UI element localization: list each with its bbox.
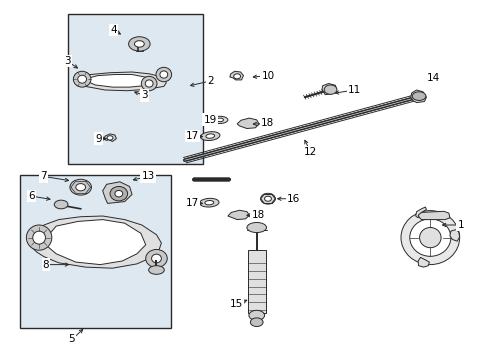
Ellipse shape bbox=[419, 228, 440, 248]
Text: 8: 8 bbox=[42, 260, 49, 270]
Ellipse shape bbox=[324, 85, 336, 94]
Ellipse shape bbox=[409, 219, 450, 256]
Ellipse shape bbox=[128, 37, 150, 51]
Ellipse shape bbox=[110, 186, 127, 201]
Ellipse shape bbox=[411, 92, 425, 100]
Polygon shape bbox=[76, 72, 166, 91]
Polygon shape bbox=[87, 75, 151, 87]
Ellipse shape bbox=[205, 134, 214, 138]
Ellipse shape bbox=[204, 201, 213, 205]
Polygon shape bbox=[321, 84, 336, 95]
Ellipse shape bbox=[115, 190, 122, 197]
Polygon shape bbox=[237, 118, 259, 129]
Text: 19: 19 bbox=[203, 114, 217, 125]
Ellipse shape bbox=[216, 118, 223, 122]
Ellipse shape bbox=[145, 249, 167, 267]
Ellipse shape bbox=[70, 179, 91, 195]
Text: 13: 13 bbox=[141, 171, 155, 181]
Ellipse shape bbox=[246, 222, 266, 233]
Text: 1: 1 bbox=[456, 220, 463, 230]
Polygon shape bbox=[102, 182, 132, 203]
Polygon shape bbox=[415, 207, 426, 218]
Ellipse shape bbox=[264, 196, 271, 201]
Ellipse shape bbox=[76, 184, 85, 191]
Text: 14: 14 bbox=[426, 73, 439, 83]
Text: 7: 7 bbox=[40, 171, 47, 181]
Bar bbox=[247, 250, 265, 313]
Ellipse shape bbox=[248, 310, 264, 320]
Ellipse shape bbox=[134, 41, 144, 47]
Polygon shape bbox=[103, 134, 116, 141]
Text: 9: 9 bbox=[95, 134, 102, 144]
Text: 18: 18 bbox=[251, 210, 264, 220]
Text: 15: 15 bbox=[229, 299, 243, 309]
Ellipse shape bbox=[400, 211, 459, 265]
Text: 6: 6 bbox=[28, 191, 35, 201]
Ellipse shape bbox=[148, 266, 164, 274]
Ellipse shape bbox=[199, 198, 219, 207]
Text: 16: 16 bbox=[286, 194, 300, 204]
Text: 17: 17 bbox=[185, 131, 199, 141]
Ellipse shape bbox=[151, 254, 161, 263]
Text: 11: 11 bbox=[347, 85, 361, 95]
Text: 3: 3 bbox=[141, 90, 147, 100]
Polygon shape bbox=[227, 210, 249, 220]
Ellipse shape bbox=[54, 200, 68, 209]
Ellipse shape bbox=[156, 67, 171, 82]
Ellipse shape bbox=[141, 76, 157, 91]
Ellipse shape bbox=[145, 80, 153, 87]
Polygon shape bbox=[229, 71, 243, 80]
Polygon shape bbox=[417, 257, 428, 267]
Ellipse shape bbox=[250, 318, 263, 327]
Text: 17: 17 bbox=[185, 198, 199, 208]
Text: 10: 10 bbox=[261, 71, 274, 81]
Polygon shape bbox=[46, 220, 145, 265]
Ellipse shape bbox=[160, 71, 167, 78]
Text: 5: 5 bbox=[68, 334, 75, 345]
Bar bbox=[68, 14, 203, 164]
Ellipse shape bbox=[78, 75, 86, 83]
Ellipse shape bbox=[233, 74, 240, 79]
Bar bbox=[20, 175, 171, 328]
Polygon shape bbox=[29, 216, 161, 268]
Ellipse shape bbox=[33, 231, 45, 244]
Text: 4: 4 bbox=[110, 25, 117, 35]
Polygon shape bbox=[417, 211, 449, 220]
Text: 3: 3 bbox=[64, 56, 71, 66]
Text: 2: 2 bbox=[206, 76, 213, 86]
Ellipse shape bbox=[200, 132, 220, 140]
Ellipse shape bbox=[73, 71, 91, 87]
Ellipse shape bbox=[212, 116, 227, 123]
Polygon shape bbox=[410, 90, 426, 103]
Text: 18: 18 bbox=[260, 118, 274, 129]
Polygon shape bbox=[449, 230, 459, 241]
Ellipse shape bbox=[260, 193, 275, 204]
Ellipse shape bbox=[107, 136, 113, 140]
Text: 12: 12 bbox=[303, 147, 317, 157]
Ellipse shape bbox=[26, 225, 52, 250]
